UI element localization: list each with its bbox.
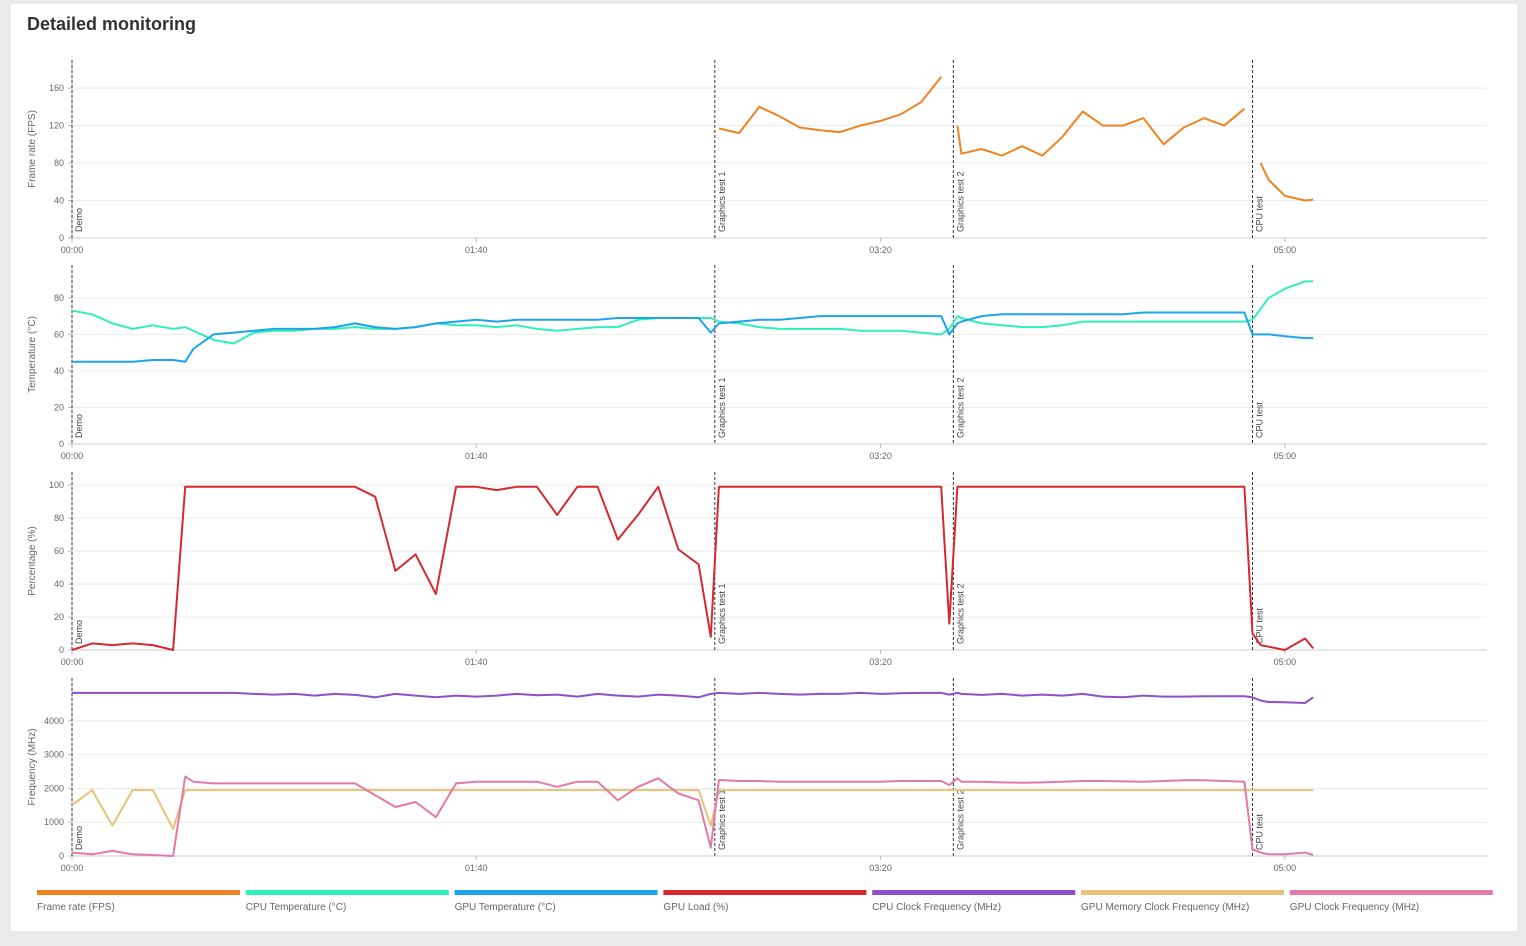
y-tick-label: 160: [49, 83, 64, 93]
y-axis-label: Percentage (%): [27, 526, 38, 595]
phase-label: Graphics test 2: [955, 171, 965, 232]
y-tick-label: 80: [54, 513, 64, 523]
y-tick-label: 40: [54, 579, 64, 589]
legend-swatch: [37, 890, 240, 895]
series-line: [71, 485, 1314, 651]
series-line: [718, 76, 1314, 202]
y-tick-label: 0: [59, 851, 64, 861]
y-tick-label: 40: [54, 366, 64, 376]
legend-label: CPU Temperature (°C): [246, 902, 347, 913]
legend-swatch: [245, 890, 449, 895]
legend-swatch: [1081, 890, 1284, 895]
phase-label: Graphics test 2: [955, 583, 965, 644]
x-tick-label: 01:40: [465, 451, 488, 461]
phase-label: Graphics test 2: [955, 377, 965, 438]
series-line: [72, 311, 1314, 363]
x-tick-label: 01:40: [465, 245, 488, 255]
legend-swatch: [1289, 890, 1493, 895]
x-tick-label: 05:00: [1274, 245, 1297, 255]
y-axis-label: Frame rate (FPS): [27, 110, 38, 188]
x-tick-label: 05:00: [1274, 657, 1297, 667]
series-line: [71, 280, 1314, 345]
phase-label: CPU test: [1255, 607, 1265, 644]
phase-label: Graphics test 1: [717, 377, 727, 438]
y-tick-label: 0: [59, 233, 64, 243]
phase-label: CPU test: [1255, 401, 1265, 438]
legend-swatch: [872, 890, 1076, 895]
x-tick-label: 01:40: [465, 863, 488, 873]
phase-label: Graphics test 1: [717, 789, 727, 850]
y-tick-label: 120: [49, 121, 64, 131]
legend-label: CPU Clock Frequency (MHz): [872, 902, 1001, 913]
x-tick-label: 03:20: [869, 451, 892, 461]
legend-swatch: [454, 890, 658, 895]
card: [9, 2, 1519, 933]
y-tick-label: 60: [54, 546, 64, 556]
legend-label: GPU Memory Clock Frequency (MHz): [1081, 902, 1249, 913]
phase-label: Graphics test 1: [717, 171, 727, 232]
y-axis-label: Temperature (°C): [27, 316, 38, 393]
series-line: [72, 691, 1314, 704]
x-tick-label: 03:20: [869, 863, 892, 873]
y-tick-label: 4000: [44, 716, 64, 726]
phase-label: Graphics test 2: [955, 789, 965, 850]
x-tick-label: 00:00: [61, 863, 84, 873]
series-line: [71, 775, 1314, 857]
series-line: [71, 789, 1314, 830]
y-tick-label: 80: [54, 158, 64, 168]
legend-label: GPU Clock Frequency (MHz): [1290, 902, 1419, 913]
x-tick-label: 03:20: [869, 657, 892, 667]
y-tick-label: 3000: [44, 750, 64, 760]
phase-label: Demo: [74, 620, 84, 644]
y-tick-label: 20: [54, 402, 64, 412]
page-title: Detailed monitoring: [27, 14, 196, 34]
x-tick-label: 05:00: [1274, 451, 1297, 461]
x-tick-label: 00:00: [61, 245, 84, 255]
y-tick-label: 80: [54, 293, 64, 303]
phase-label: Demo: [74, 826, 84, 850]
x-tick-label: 01:40: [465, 657, 488, 667]
y-tick-label: 0: [59, 439, 64, 449]
y-tick-label: 2000: [44, 783, 64, 793]
y-tick-label: 0: [59, 645, 64, 655]
y-tick-label: 20: [54, 612, 64, 622]
legend-label: GPU Temperature (°C): [455, 902, 556, 913]
y-tick-label: 60: [54, 329, 64, 339]
phase-label: Demo: [74, 208, 84, 232]
phase-label: CPU test: [1255, 813, 1265, 850]
x-tick-label: 05:00: [1274, 863, 1297, 873]
legend-label: GPU Load (%): [663, 902, 728, 913]
phase-label: CPU test: [1255, 195, 1265, 232]
phase-label: Demo: [74, 414, 84, 438]
y-tick-label: 100: [49, 480, 64, 490]
x-tick-label: 00:00: [61, 657, 84, 667]
y-tick-label: 1000: [44, 817, 64, 827]
phase-label: Graphics test 1: [717, 583, 727, 644]
x-tick-label: 00:00: [61, 451, 84, 461]
y-tick-label: 40: [54, 196, 64, 206]
x-tick-label: 03:20: [869, 245, 892, 255]
legend-swatch: [663, 890, 867, 895]
y-axis-label: Frequency (MHz): [27, 728, 38, 805]
legend-label: Frame rate (FPS): [37, 902, 115, 913]
